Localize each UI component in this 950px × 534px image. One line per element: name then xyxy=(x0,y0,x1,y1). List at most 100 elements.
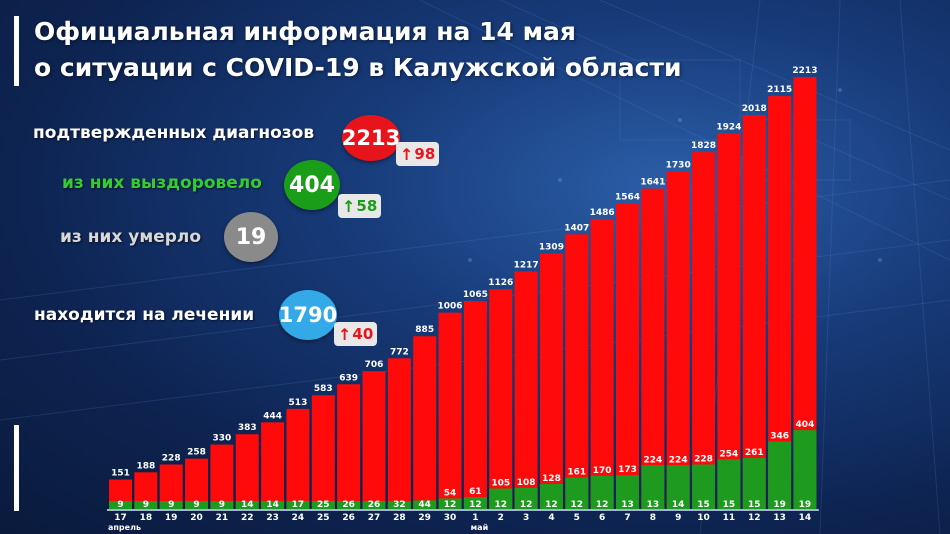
data-label-recovered: 346 xyxy=(770,431,789,441)
data-label-recovered: 61 xyxy=(469,487,482,497)
bar-recovered xyxy=(717,459,741,509)
treating-label: находится на лечении xyxy=(34,305,255,325)
bar-total xyxy=(463,301,487,509)
data-label-deaths: 15 xyxy=(697,500,710,510)
bar-total xyxy=(185,458,209,509)
tick-label: 20 xyxy=(190,513,203,523)
bar-total xyxy=(616,203,639,509)
data-label-recovered: 128 xyxy=(542,474,561,484)
recovered-value-circle: 404 xyxy=(284,160,340,210)
page-title: Официальная информация на 14 мая о ситуа… xyxy=(34,14,681,86)
data-label-total: 1486 xyxy=(590,208,615,218)
bar-total xyxy=(666,171,690,509)
confirmed-label: подтвержденных диагнозов xyxy=(33,123,315,143)
data-label-total: 1641 xyxy=(640,178,665,188)
bar-recovered xyxy=(768,441,792,509)
data-label-total: 383 xyxy=(238,423,257,433)
tick-label: 27 xyxy=(368,513,381,523)
tick-label: 25 xyxy=(317,513,330,523)
data-label-recovered: 105 xyxy=(491,479,510,489)
data-label-recovered: 14 xyxy=(266,500,279,510)
bar-total xyxy=(286,408,310,509)
data-label-total: 1217 xyxy=(514,260,539,270)
data-label-recovered: 404 xyxy=(796,420,815,430)
month-label: май xyxy=(471,523,489,532)
died-value: 19 xyxy=(235,224,267,250)
tick-label: 10 xyxy=(697,513,710,523)
data-label-deaths: 12 xyxy=(494,500,507,510)
data-label-total: 151 xyxy=(111,469,130,479)
recovered-value: 404 xyxy=(289,172,335,198)
tick-label: 9 xyxy=(675,513,681,523)
bar-total xyxy=(337,384,361,509)
bar-recovered xyxy=(742,458,766,509)
bar-total xyxy=(565,234,589,509)
x-axis-line xyxy=(107,509,819,511)
left-edge-mark xyxy=(14,425,19,511)
data-label-recovered: 14 xyxy=(241,500,254,510)
data-label-total: 444 xyxy=(263,411,282,421)
treating-delta-badge: ↑ 40 xyxy=(334,322,378,346)
data-label-total: 258 xyxy=(187,448,206,458)
bar-total xyxy=(134,472,158,509)
treating-value-circle: 1790 xyxy=(279,290,337,340)
data-label-deaths: 13 xyxy=(621,500,634,510)
bar-recovered xyxy=(616,475,639,509)
bar-recovered xyxy=(387,501,411,509)
data-label-recovered: 224 xyxy=(669,455,688,465)
died-value-circle: 19 xyxy=(224,212,278,262)
treating-value: 1790 xyxy=(278,303,338,327)
bar-total xyxy=(210,444,234,509)
bar-recovered xyxy=(159,501,183,509)
bar-recovered xyxy=(337,501,361,509)
data-label-recovered: 26 xyxy=(368,500,381,510)
data-label-deaths: 13 xyxy=(647,500,660,510)
bar-total xyxy=(768,96,792,510)
data-label-recovered: 54 xyxy=(444,488,457,498)
data-label-total: 1065 xyxy=(463,290,488,300)
data-label-total: 1828 xyxy=(691,141,716,151)
data-label-deaths: 14 xyxy=(672,500,685,510)
data-label-total: 1924 xyxy=(716,122,741,132)
title-line-2: о ситуации с COVID-19 в Калужской област… xyxy=(34,53,682,82)
bar-recovered xyxy=(235,501,259,509)
data-label-deaths: 12 xyxy=(469,500,482,510)
data-label-recovered: 261 xyxy=(745,448,764,458)
bar-recovered xyxy=(311,501,335,509)
tick-label: 7 xyxy=(624,513,630,523)
tick-label: 5 xyxy=(574,513,580,523)
bar-recovered xyxy=(109,501,132,509)
title-line-1: Официальная информация на 14 мая xyxy=(34,17,576,46)
data-label-total: 1126 xyxy=(488,278,513,288)
bar-total xyxy=(489,289,513,509)
bar-recovered xyxy=(793,430,817,509)
bar-recovered xyxy=(666,465,690,509)
bar-recovered xyxy=(590,475,614,509)
data-label-total: 2213 xyxy=(792,66,817,76)
bar-total xyxy=(261,422,285,509)
data-label-total: 583 xyxy=(314,384,333,394)
bar-recovered xyxy=(514,487,538,509)
tick-label: 30 xyxy=(444,513,457,523)
tick-label: 1 xyxy=(472,513,478,523)
tick-label: 18 xyxy=(140,513,153,523)
data-label-deaths: 19 xyxy=(799,500,812,510)
data-label-recovered: 9 xyxy=(143,500,149,510)
data-label-total: 2115 xyxy=(767,85,792,95)
data-label-total: 2018 xyxy=(742,104,767,114)
tick-label: 3 xyxy=(523,513,529,523)
arrow-up-icon: ↑ xyxy=(400,144,414,164)
tick-label: 21 xyxy=(216,513,229,523)
data-label-total: 1309 xyxy=(539,242,564,252)
bar-recovered xyxy=(286,501,310,509)
data-label-recovered: 228 xyxy=(694,454,713,464)
tick-label: 19 xyxy=(165,513,178,523)
data-label-recovered: 9 xyxy=(219,500,225,510)
recovered-label: из них выздоровело xyxy=(62,173,262,193)
bar-recovered xyxy=(261,501,285,509)
data-label-recovered: 44 xyxy=(418,500,431,510)
data-label-total: 228 xyxy=(162,453,181,463)
bar-total xyxy=(311,395,335,509)
bar-recovered xyxy=(438,498,462,509)
data-label-total: 330 xyxy=(213,434,232,444)
